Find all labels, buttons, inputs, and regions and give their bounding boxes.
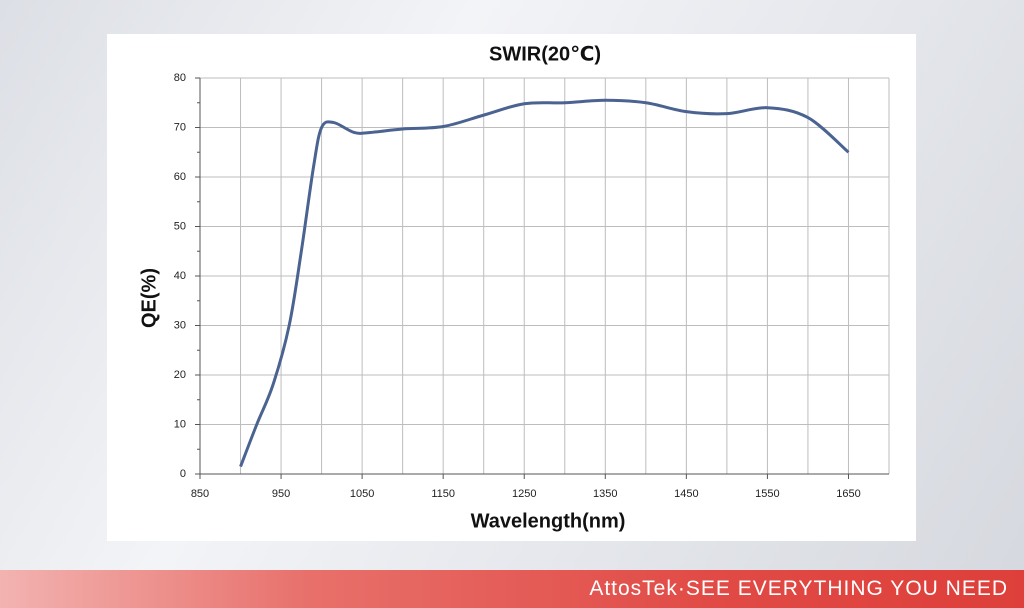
chart: SWIR(20℃) Wavelength(nm) QE(%) 850 950 105… (138, 43, 890, 532)
data-line (239, 98, 850, 468)
y-tick-label: 70 (174, 121, 186, 133)
y-axis-label: QE(%) (138, 268, 160, 328)
y-tick-label: 40 (174, 270, 186, 282)
x-tick-label: 1050 (350, 488, 374, 500)
y-tick-label: 80 (174, 72, 186, 84)
x-axis-label: Wavelength(nm) (471, 510, 626, 532)
x-tick-label: 1350 (593, 488, 617, 500)
y-tick-label: 30 (174, 319, 186, 331)
footer-text: AttosTek·SEE EVERYTHING YOU NEED (589, 577, 1008, 600)
y-tick-label: 60 (174, 171, 186, 183)
x-tick-label: 950 (272, 488, 290, 500)
footer-bar: AttosTek·SEE EVERYTHING YOU NEED (0, 570, 1024, 608)
chart-card (107, 34, 916, 541)
x-tick-label: 1250 (512, 488, 536, 500)
y-tick-label: 20 (174, 369, 186, 381)
x-tick-label: 1650 (836, 488, 860, 500)
y-tick-label: 0 (180, 468, 186, 480)
x-tick-label: 1450 (674, 488, 698, 500)
x-tick-label: 1550 (755, 488, 779, 500)
x-tick-label: 1150 (431, 488, 455, 500)
y-tick-label: 10 (174, 418, 186, 430)
x-tick-label: 850 (191, 488, 209, 500)
chart-title: SWIR(20℃) (489, 43, 601, 65)
y-tick-label: 50 (174, 220, 186, 232)
